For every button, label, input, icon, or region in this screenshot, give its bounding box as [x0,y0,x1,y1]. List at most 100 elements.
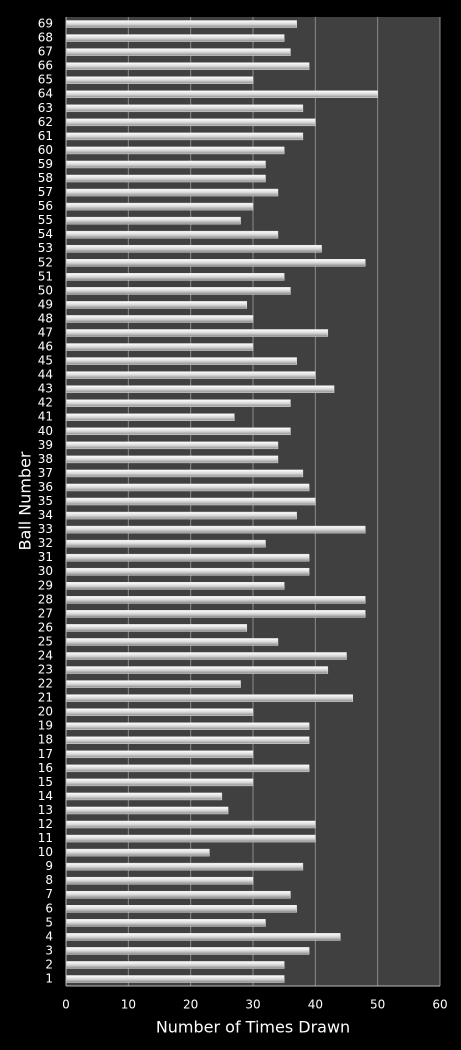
y-tick-label: 47 [38,325,53,339]
y-tick-label: 24 [38,648,53,662]
bar [65,975,285,983]
y-tick-label: 65 [38,73,53,87]
bar [65,343,254,351]
bar [65,132,304,141]
y-tick-label: 43 [38,382,53,396]
bar [65,188,279,197]
bar [65,385,335,393]
bar [65,694,353,702]
y-tick-label: 1 [45,971,53,985]
y-tick-label: 67 [38,45,53,59]
y-tick-label: 3 [45,943,53,957]
y-tick-label: 40 [38,424,53,438]
y-tick-label: 6 [45,901,53,915]
bar [65,792,223,801]
y-tick-label: 51 [38,269,53,283]
bar [65,933,341,941]
bar [65,427,291,436]
y-tick-label: 42 [38,396,53,410]
y-tick-label: 7 [45,887,53,901]
x-tick-label: 20 [183,998,198,1012]
bar [65,736,310,744]
y-tick-label: 62 [38,115,53,129]
bar [65,582,285,590]
y-tick-label: 25 [38,634,53,648]
bar [65,848,210,857]
y-tick-label: 63 [38,101,53,115]
y-tick-label: 48 [38,311,53,325]
bar [65,905,297,913]
bar [65,511,297,520]
bar [65,652,347,660]
bar [65,862,304,871]
bar [65,455,279,464]
y-tick-label: 36 [38,480,53,494]
bar [65,273,285,281]
y-tick-label: 49 [38,297,53,311]
bar [65,778,254,787]
bar [65,961,285,969]
y-tick-label: 58 [38,171,53,185]
y-tick-label: 52 [38,255,53,269]
y-tick-label: 4 [45,929,53,943]
bar [65,34,285,42]
y-tick-label: 21 [38,691,53,705]
y-tick-label: 69 [38,17,53,31]
y-tick-label: 16 [38,761,53,775]
y-tick-label: 39 [38,438,53,452]
bar [65,820,316,829]
y-tick-label: 59 [38,157,53,171]
y-tick-label: 13 [38,803,53,817]
bar [65,750,254,759]
y-tick-label: 55 [38,213,53,227]
bar [65,722,310,730]
y-tick-label: 33 [38,522,53,536]
x-tick-label: 50 [370,998,385,1012]
bar [65,287,291,295]
y-tick-label: 57 [38,185,53,199]
y-tick-label: 50 [38,283,53,297]
y-tick-label: 37 [38,466,53,480]
bar [65,315,254,323]
bar [65,567,310,576]
bar [65,244,322,253]
y-tick-label: 14 [38,789,53,803]
bar [65,399,291,407]
y-tick-label: 30 [38,564,53,578]
y-tick-label: 23 [38,663,53,677]
y-tick-label: 2 [45,957,53,971]
x-tick-label: 40 [308,998,323,1012]
bar [65,259,366,267]
y-tick-label: 38 [38,452,53,466]
y-tick-label: 54 [38,227,53,241]
bar [65,553,310,562]
y-tick-label: 15 [38,775,53,789]
bar [65,413,235,421]
bar [65,62,310,70]
y-tick-label: 17 [38,747,53,761]
bar [65,301,248,309]
x-tick-label: 30 [245,998,260,1012]
bar [65,357,297,365]
y-tick-label: 28 [38,592,53,606]
y-tick-label: 8 [45,873,53,887]
bar [65,525,366,534]
bar [65,90,378,98]
y-tick-label: 10 [38,845,53,859]
y-tick-label: 12 [38,817,53,831]
bar [65,834,316,843]
bar [65,806,229,815]
y-tick-label: 46 [38,340,53,354]
bar [65,624,248,632]
bar [65,947,310,955]
y-tick-label: 41 [38,410,53,424]
bar [65,371,316,379]
bar [65,48,291,56]
bar [65,539,266,548]
bar [65,610,366,618]
bar [65,104,304,113]
y-tick-label: 56 [38,199,53,213]
x-tick-label: 60 [432,998,447,1012]
y-tick-label: 31 [38,550,53,564]
